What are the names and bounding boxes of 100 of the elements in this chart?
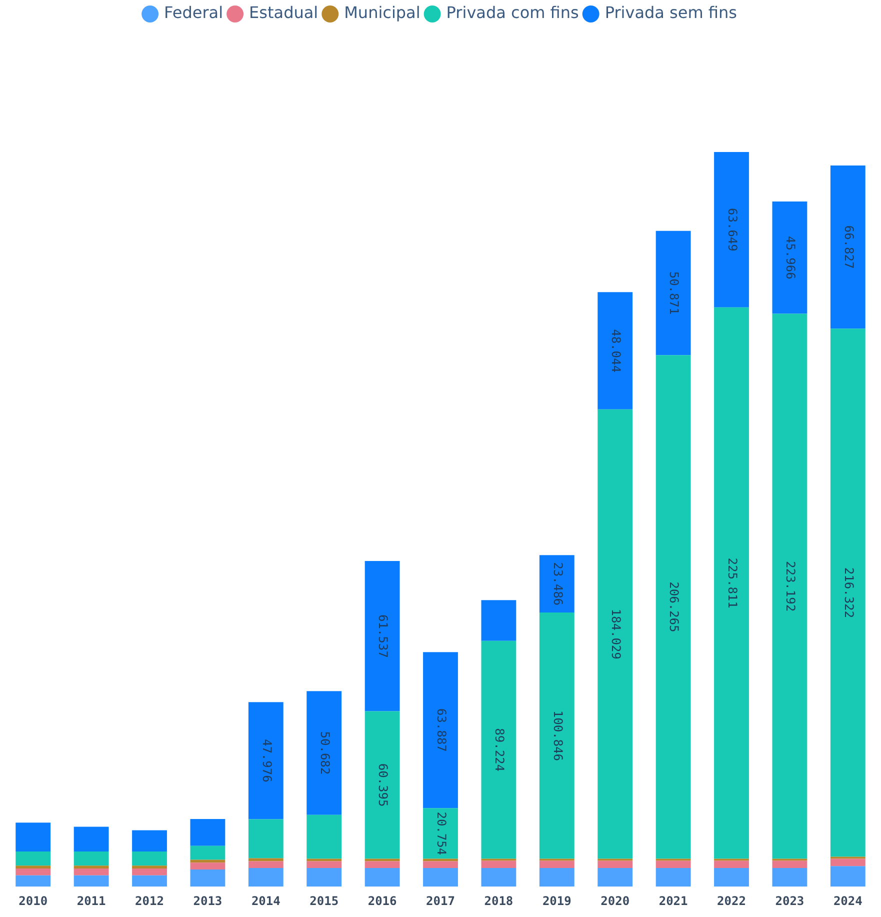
x-tick-label: 2021 [658,894,688,908]
bar [656,230,691,356]
data-label: 206.265 [667,582,682,632]
bar [364,711,400,859]
bar [132,866,167,869]
bar [772,868,808,887]
x-tick-label: 2023 [775,894,804,908]
data-label: 20.754 [434,812,448,856]
data-label: 89.224 [492,728,507,772]
bar [539,860,574,868]
bar [74,875,109,887]
x-tick-label: 2014 [251,894,280,908]
data-label: 47.976 [260,738,274,782]
bar [248,702,284,820]
bar [306,861,342,868]
bar [132,875,167,887]
bar [306,814,342,859]
legend-label: Privada sem fins [604,3,737,22]
data-label: 50.871 [667,271,682,315]
bar [714,152,749,308]
bar [16,851,51,866]
bar [74,826,109,852]
bar [598,868,633,887]
bar [830,165,866,329]
bar [74,868,109,876]
bar [598,860,633,868]
bar [481,600,516,641]
data-label: 225.811 [725,558,740,608]
data-label: 184.029 [608,608,623,660]
bar [306,691,342,815]
x-tick-label: 2010 [18,894,48,908]
bar [364,868,400,887]
bar [539,868,574,887]
bar [248,819,284,858]
legend-label: Municipal [344,3,420,22]
data-label: 50.682 [318,731,332,775]
bar [656,868,691,887]
bar [598,409,633,859]
bar [16,866,51,869]
legend-label: Federal [164,3,224,22]
bar [772,860,808,868]
x-tick-label: 2011 [76,894,106,908]
x-tick-label: 2020 [600,894,630,908]
bar [830,858,866,866]
data-label: 66.827 [842,225,856,269]
bar [656,860,691,868]
data-label: 100.846 [550,710,565,761]
x-tick-label: 2019 [542,894,572,908]
legend-label: Privada com fins [446,3,579,22]
x-tick-label: 2017 [426,894,455,908]
bar [74,851,109,866]
bar [423,652,458,808]
bar [539,555,574,613]
bar [539,612,574,859]
bar [423,808,458,859]
data-label: 63.649 [725,208,740,252]
bar [714,860,749,868]
bar [772,202,808,314]
bar [714,307,749,859]
data-label: 23.486 [550,562,565,606]
x-tick-label: 2013 [193,894,222,908]
bar [598,292,633,410]
x-tick-label: 2022 [717,894,746,908]
bar [132,830,167,852]
bar [423,861,458,868]
bar [481,868,516,887]
x-tick-label: 2024 [833,894,862,908]
bar [830,866,866,887]
bar [248,861,284,868]
bar [656,355,691,859]
bar [190,862,226,870]
bar [830,328,866,857]
bar [74,866,109,869]
data-label: 216.322 [842,567,856,618]
bar [16,875,51,887]
data-label: 45.966 [784,236,798,280]
data-label: 60.395 [376,763,390,807]
x-tick-label: 2016 [368,894,397,908]
bar [772,314,808,859]
bar [364,561,400,712]
bar [423,868,458,887]
bar [190,846,226,860]
bar [714,868,749,887]
bar [481,860,516,868]
bar [16,822,51,852]
x-tick-label: 2018 [484,894,514,908]
bar [132,851,167,866]
bar [481,640,516,859]
data-label: 61.537 [376,614,390,658]
x-tick-label: 2015 [310,894,339,908]
data-label: 223.192 [784,560,798,612]
legend-label: Estadual [249,3,318,22]
data-label: 63.887 [434,708,448,752]
bar [190,818,226,846]
data-label: 48.044 [608,329,623,372]
bar [16,868,51,876]
bar [190,870,226,887]
x-tick-label: 2012 [135,894,164,908]
bar [364,861,400,868]
bar [190,860,226,863]
